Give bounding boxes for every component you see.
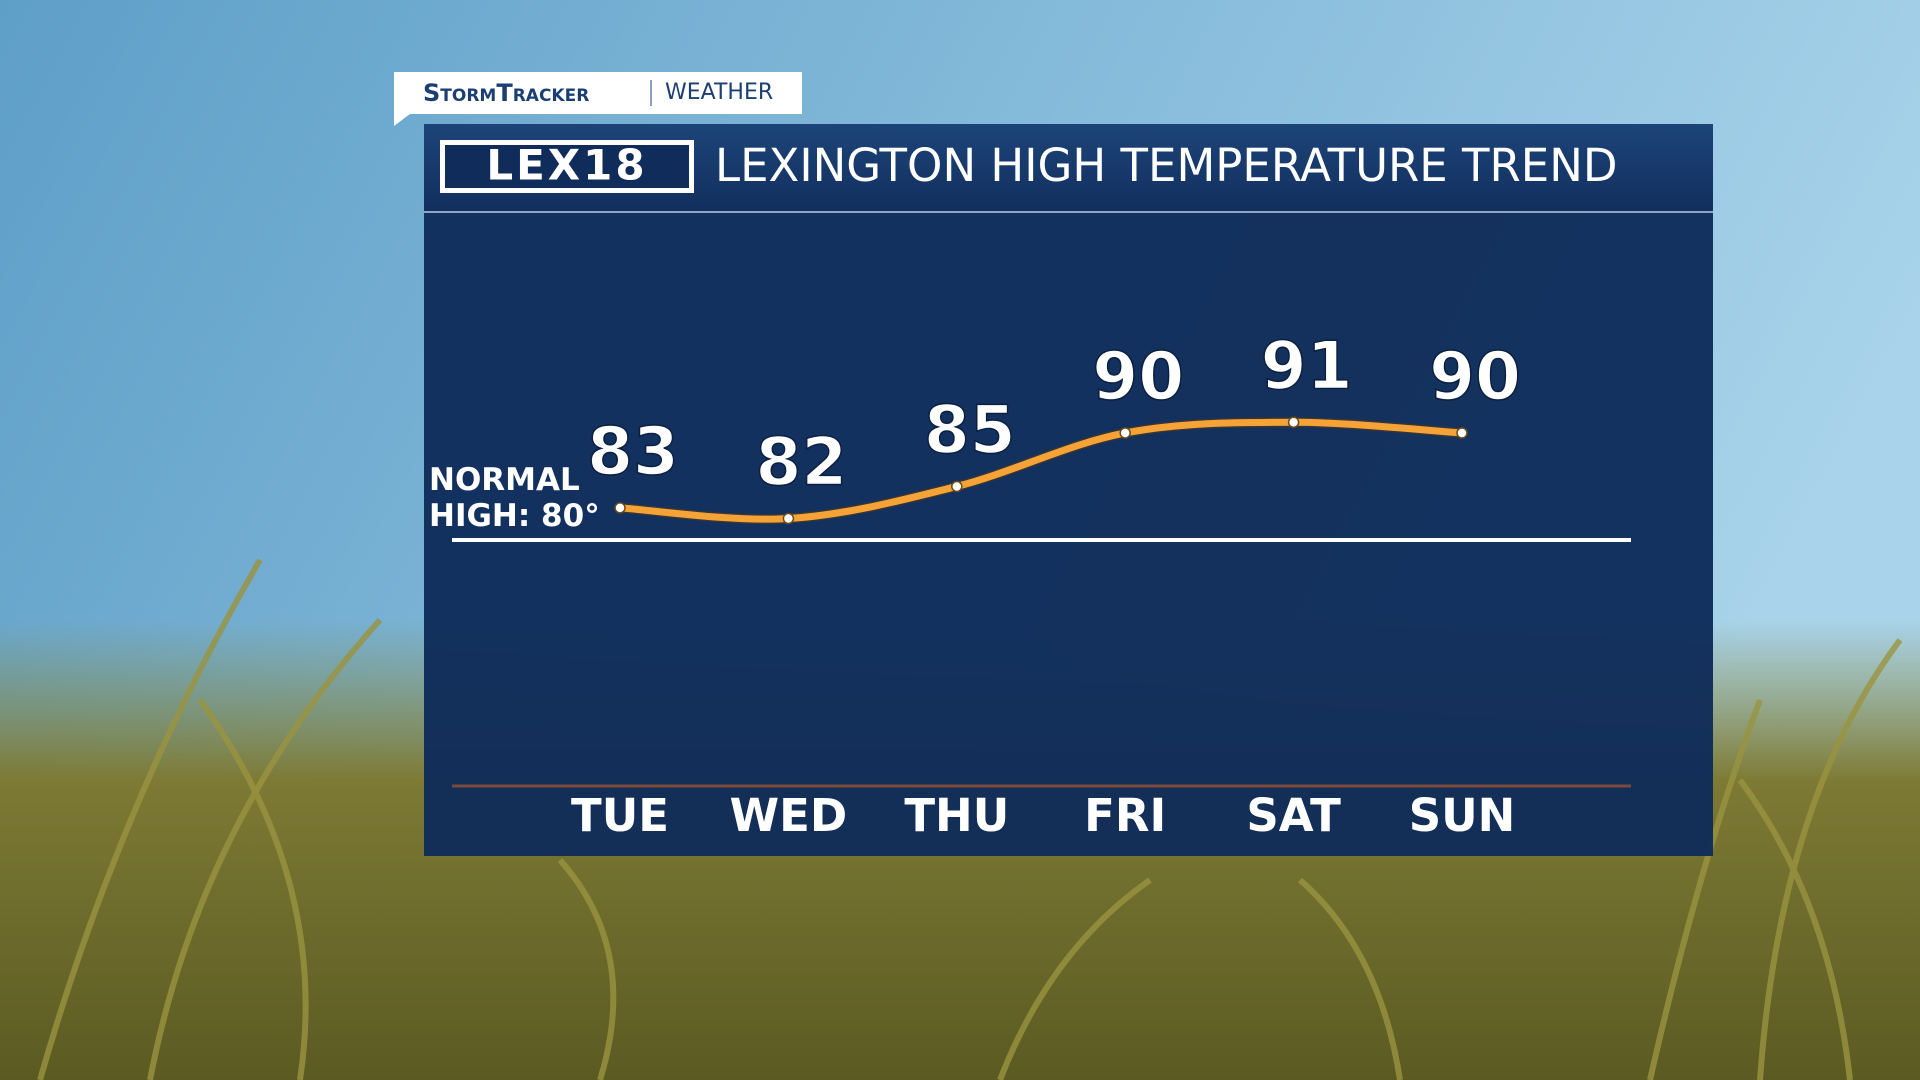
- x-tick-label: TUE: [571, 789, 669, 842]
- header-tag: [394, 72, 802, 114]
- logo-inner: [445, 145, 689, 188]
- grass-blades: [37, 558, 1903, 1080]
- x-tick-label: THU: [904, 789, 1009, 842]
- x-tick-label: SAT: [1246, 789, 1341, 842]
- value-label: 85: [924, 392, 1016, 469]
- point: [951, 480, 963, 493]
- value-label: 83: [587, 413, 679, 490]
- point: [1456, 427, 1468, 439]
- value-label: 90: [1092, 338, 1184, 415]
- header-tag-tail: [394, 114, 410, 126]
- point: [1119, 427, 1131, 439]
- point: [1287, 416, 1300, 429]
- chart-title: LEXINGTON HIGH TEMPERATURE TREND: [715, 139, 1618, 192]
- line: [616, 418, 1466, 523]
- logo: LEX18: [486, 141, 647, 190]
- x-tick-label: FRI: [1084, 789, 1166, 842]
- value-label: 90: [1429, 338, 1521, 415]
- point: [782, 512, 795, 525]
- header: StormTracker: [423, 79, 589, 107]
- value-label: 91: [1261, 327, 1353, 404]
- x-tick-label: SUN: [1409, 789, 1516, 842]
- value-label: 82: [755, 424, 847, 501]
- x-tick-label: WED: [730, 789, 848, 842]
- reference-label: NORMAL HIGH: 80°: [429, 462, 600, 534]
- subheader: WEATHER: [665, 80, 773, 105]
- panel: [424, 124, 1713, 856]
- point: [614, 502, 626, 514]
